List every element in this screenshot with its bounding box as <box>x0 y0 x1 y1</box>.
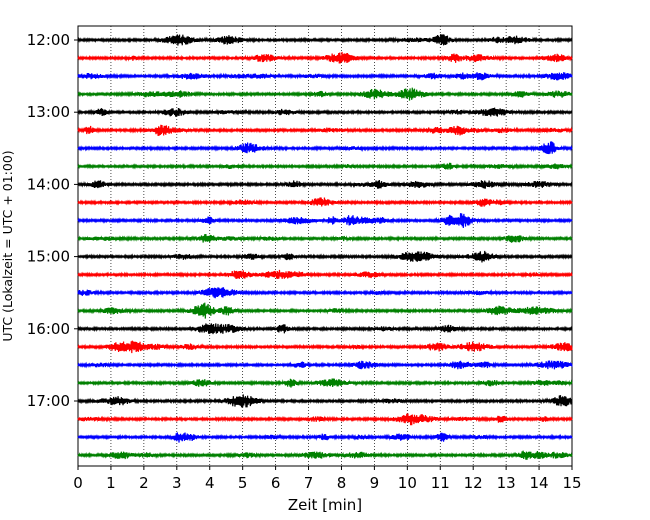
seismogram-traces <box>77 34 573 460</box>
trace-1245 <box>77 87 573 101</box>
trace-1630 <box>77 360 573 370</box>
x-tick-label: 5 <box>238 474 248 492</box>
trace-1700 <box>77 394 573 408</box>
trace-1300 <box>77 107 573 117</box>
trace-1230 <box>77 72 573 81</box>
y-tick-label: 14:00 <box>27 175 70 193</box>
x-tick-label: 3 <box>172 474 182 492</box>
x-axis-label: Zeit [min] <box>288 496 362 514</box>
trace-1215 <box>77 51 573 64</box>
x-tick-label: 15 <box>562 474 581 492</box>
trace-1645 <box>77 378 573 388</box>
trace-1430 <box>77 213 573 228</box>
x-tick-label: 11 <box>431 474 450 492</box>
trace-1500 <box>77 250 573 263</box>
trace-1615 <box>77 340 573 354</box>
x-tick-label: 10 <box>398 474 417 492</box>
trace-1345 <box>77 162 573 171</box>
x-tick-label: 12 <box>464 474 483 492</box>
trace-1600 <box>77 323 573 335</box>
trace-1315 <box>77 124 573 136</box>
y-tick-label: 16:00 <box>27 320 70 338</box>
y-tick-label: 17:00 <box>27 392 70 410</box>
x-tick-label: 9 <box>370 474 380 492</box>
x-tick-label: 14 <box>530 474 549 492</box>
x-tick-label: 0 <box>73 474 83 492</box>
trace-1545 <box>77 302 573 319</box>
y-tick-label: 13:00 <box>27 103 70 121</box>
y-tick-label: 12:00 <box>27 31 70 49</box>
y-axis-label: UTC (Lokalzeit = UTC + 01:00) <box>0 150 15 341</box>
y-tick-label: 15:00 <box>27 248 70 266</box>
trace-1515 <box>77 269 573 279</box>
trace-1415 <box>77 197 573 207</box>
x-tick-label: 8 <box>337 474 347 492</box>
y-axis-ticks: 12:00 13:00 14:00 15:00 16:00 17:00 <box>27 31 78 410</box>
x-tick-label: 6 <box>271 474 281 492</box>
x-axis-ticks: 0 1 2 3 4 5 6 7 8 9 10 11 12 13 14 15 <box>73 466 582 492</box>
plot-frame <box>77 25 573 467</box>
x-tick-label: 4 <box>205 474 215 492</box>
trace-1715 <box>77 413 573 426</box>
x-tick-label: 7 <box>304 474 314 492</box>
grid-lines <box>110 26 540 466</box>
trace-1200 <box>77 34 573 46</box>
trace-1445 <box>77 234 573 243</box>
x-tick-label: 2 <box>139 474 149 492</box>
x-tick-label: 13 <box>497 474 516 492</box>
trace-1400 <box>77 180 573 189</box>
trace-1745 <box>77 450 573 460</box>
trace-1330 <box>77 141 573 155</box>
x-tick-label: 1 <box>106 474 116 492</box>
trace-1730 <box>77 432 573 443</box>
trace-1530 <box>77 287 573 299</box>
